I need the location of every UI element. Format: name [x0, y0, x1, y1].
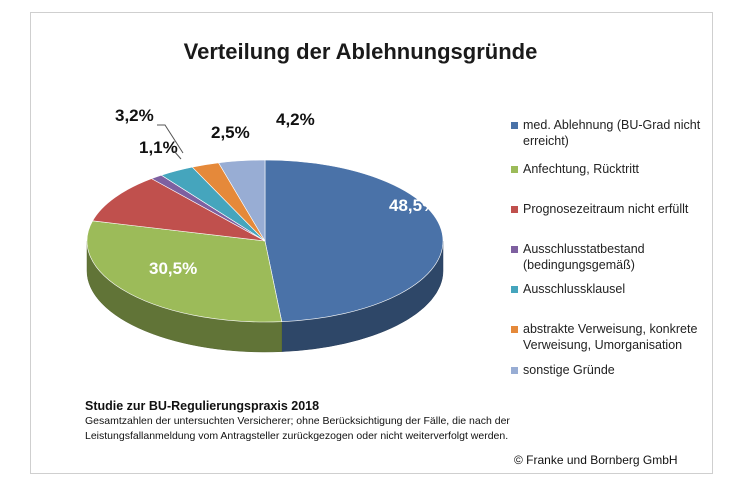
legend-item-3: Ausschlusstatbestand (bedingungsgemäß)	[511, 241, 721, 273]
legend-label-line: erreicht)	[523, 134, 569, 148]
legend-label-line: (bedingungsgemäß)	[523, 258, 635, 272]
leader-line-ausschlusstatbestand	[173, 150, 182, 160]
legend-swatch	[511, 286, 518, 293]
data-label-5: 2,5%	[211, 123, 250, 142]
legend-item-2: Prognosezeitraum nicht erfüllt	[511, 201, 721, 217]
legend-label: Anfechtung, Rücktritt	[523, 161, 639, 177]
leader-line-ausschlussklausel	[157, 124, 184, 154]
legend-label: Ausschlussklausel	[523, 281, 625, 297]
legend-swatch	[511, 246, 518, 253]
legend-swatch	[511, 122, 518, 129]
data-label-0: 48,5%	[389, 196, 437, 215]
data-label-4: 3,2%	[115, 106, 154, 125]
leader-lines	[157, 124, 184, 160]
pie-slice-1	[86, 220, 283, 323]
pie-slice-0	[264, 159, 444, 322]
pie-slice-2	[92, 178, 266, 242]
legend-item-4: Ausschlussklausel	[511, 281, 721, 297]
legend-swatch	[511, 326, 518, 333]
pie-slices	[86, 159, 444, 323]
pie-slice-6	[218, 159, 266, 243]
legend-swatch	[511, 206, 518, 213]
legend-swatch	[511, 367, 518, 374]
pie-chart: 48,5% 30,5% 1,1% 3,2% 2,5% 4,2%	[86, 106, 444, 353]
data-labels: 48,5% 30,5% 1,1% 3,2% 2,5% 4,2%	[115, 106, 437, 278]
chart-frame: Verteilung der Ablehnungsgründe 48,5% 30,…	[30, 12, 713, 474]
data-label-1: 30,5%	[149, 259, 197, 278]
footer-note-line-1: Gesamtzahlen der untersuchten Versichere…	[85, 415, 510, 427]
legend-label-line: med. Ablehnung (BU-Grad nicht	[523, 118, 701, 132]
legend-label: Prognosezeitraum nicht erfüllt	[523, 201, 688, 217]
legend-label-line: Ausschlussklausel	[523, 282, 626, 296]
legend-item-0: med. Ablehnung (BU-Grad nicht erreicht)	[511, 117, 721, 149]
legend-label-line: Anfechtung, Rücktritt	[523, 162, 640, 176]
footer: Studie zur BU-Regulierungspraxis 2018 Ge…	[85, 398, 705, 444]
legend-label-line: Ausschlusstatbestand	[523, 242, 645, 256]
legend-item-6: sonstige Gründe	[511, 362, 721, 378]
legend-label: med. Ablehnung (BU-Grad nicht erreicht)	[523, 117, 700, 149]
data-label-3: 1,1%	[139, 138, 178, 157]
legend-label: abstrakte Verweisung, konkrete Verweisung…	[523, 321, 697, 353]
copyright: © Franke und Bornberg GmbH	[514, 453, 678, 467]
legend-label-line: Verweisung, Umorganisation	[523, 338, 683, 352]
legend-label-line: abstrakte Verweisung, konkrete	[523, 322, 698, 336]
legend-label-line: Prognosezeitraum nicht erfüllt	[523, 202, 689, 216]
legend-label: Ausschlusstatbestand (bedingungsgemäß)	[523, 241, 645, 273]
data-label-6: 4,2%	[276, 110, 315, 129]
footer-note-line-2: Leistungsfallanmeldung vom Antragsteller…	[85, 430, 509, 442]
legend-item-5: abstrakte Verweisung, konkrete Verweisung…	[511, 321, 721, 353]
legend-swatch	[511, 166, 518, 173]
legend-label-line: sonstige Gründe	[523, 363, 615, 377]
study-title: Studie zur BU-Regulierungspraxis 2018	[85, 399, 320, 413]
legend-label: sonstige Gründe	[523, 362, 615, 378]
legend-item-1: Anfechtung, Rücktritt	[511, 161, 721, 177]
chart-title: Verteilung der Ablehnungsgründe	[183, 39, 538, 64]
